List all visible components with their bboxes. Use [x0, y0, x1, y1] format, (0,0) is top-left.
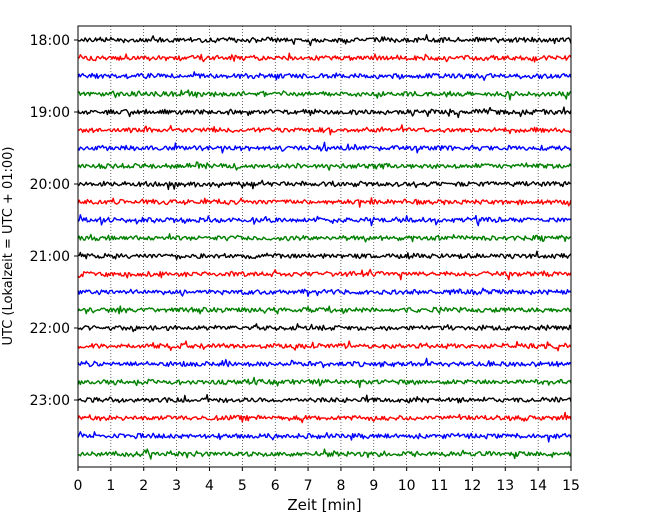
- x-tick-label-13: 13: [496, 478, 514, 494]
- trace-7: [77, 161, 572, 171]
- trace-18: [77, 357, 572, 369]
- y-tick-label-3: 21:00: [30, 249, 70, 265]
- trace-8: [77, 179, 572, 191]
- trace-20: [77, 393, 572, 404]
- x-tick-label-14: 14: [529, 478, 547, 494]
- trace-3: [77, 89, 572, 101]
- trace-14: [77, 287, 572, 298]
- x-tick-label-2: 2: [139, 478, 148, 494]
- x-tick-label-5: 5: [238, 478, 247, 494]
- trace-2: [77, 71, 572, 81]
- x-axis-label: Zeit [min]: [287, 496, 361, 514]
- y-tick-label-5: 23:00: [30, 393, 70, 409]
- trace-19: [77, 376, 572, 388]
- trace-22: [77, 431, 572, 443]
- trace-9: [77, 197, 572, 208]
- x-tick-label-9: 9: [369, 478, 378, 494]
- x-tick-label-7: 7: [304, 478, 313, 494]
- x-tick-label-6: 6: [271, 478, 280, 494]
- y-tick-label-2: 20:00: [30, 177, 70, 193]
- y-tick-label-4: 22:00: [30, 321, 70, 337]
- x-tick-label-0: 0: [74, 478, 83, 494]
- seismogram-traces: [77, 34, 572, 460]
- trace-12: [77, 250, 572, 260]
- x-tick-label-1: 1: [106, 478, 115, 494]
- trace-0: [77, 34, 572, 47]
- y-axis-label: UTC (Lokalzeit = UTC + 01:00): [1, 147, 16, 346]
- x-tick-label-10: 10: [398, 478, 416, 494]
- y-tick-label-1: 19:00: [30, 105, 70, 121]
- trace-13: [77, 268, 572, 281]
- x-axis-ticks: 0 1 2 3 4 5 6 7 8 9 10 11 12 13 14 15: [74, 467, 580, 494]
- x-tick-label-12: 12: [463, 478, 481, 494]
- x-tick-label-11: 11: [431, 478, 449, 494]
- x-tick-label-15: 15: [562, 478, 580, 494]
- trace-21: [77, 411, 572, 424]
- plot-frame: [77, 25, 572, 468]
- x-tick-label-3: 3: [172, 478, 181, 494]
- trace-15: [77, 305, 572, 315]
- x-tick-label-4: 4: [205, 478, 214, 494]
- trace-4: [77, 106, 572, 119]
- x-tick-label-8: 8: [336, 478, 345, 494]
- y-axis-ticks: 18:00 19:00 20:00 21:00 22:00 23:00: [30, 33, 78, 409]
- trace-6: [77, 141, 572, 154]
- trace-11: [77, 233, 572, 243]
- trace-10: [77, 214, 572, 227]
- trace-1: [77, 52, 572, 63]
- trace-17: [77, 340, 572, 352]
- y-tick-label-0: 18:00: [30, 33, 70, 49]
- trace-23: [77, 448, 572, 460]
- trace-16: [77, 323, 572, 333]
- trace-5: [77, 124, 572, 136]
